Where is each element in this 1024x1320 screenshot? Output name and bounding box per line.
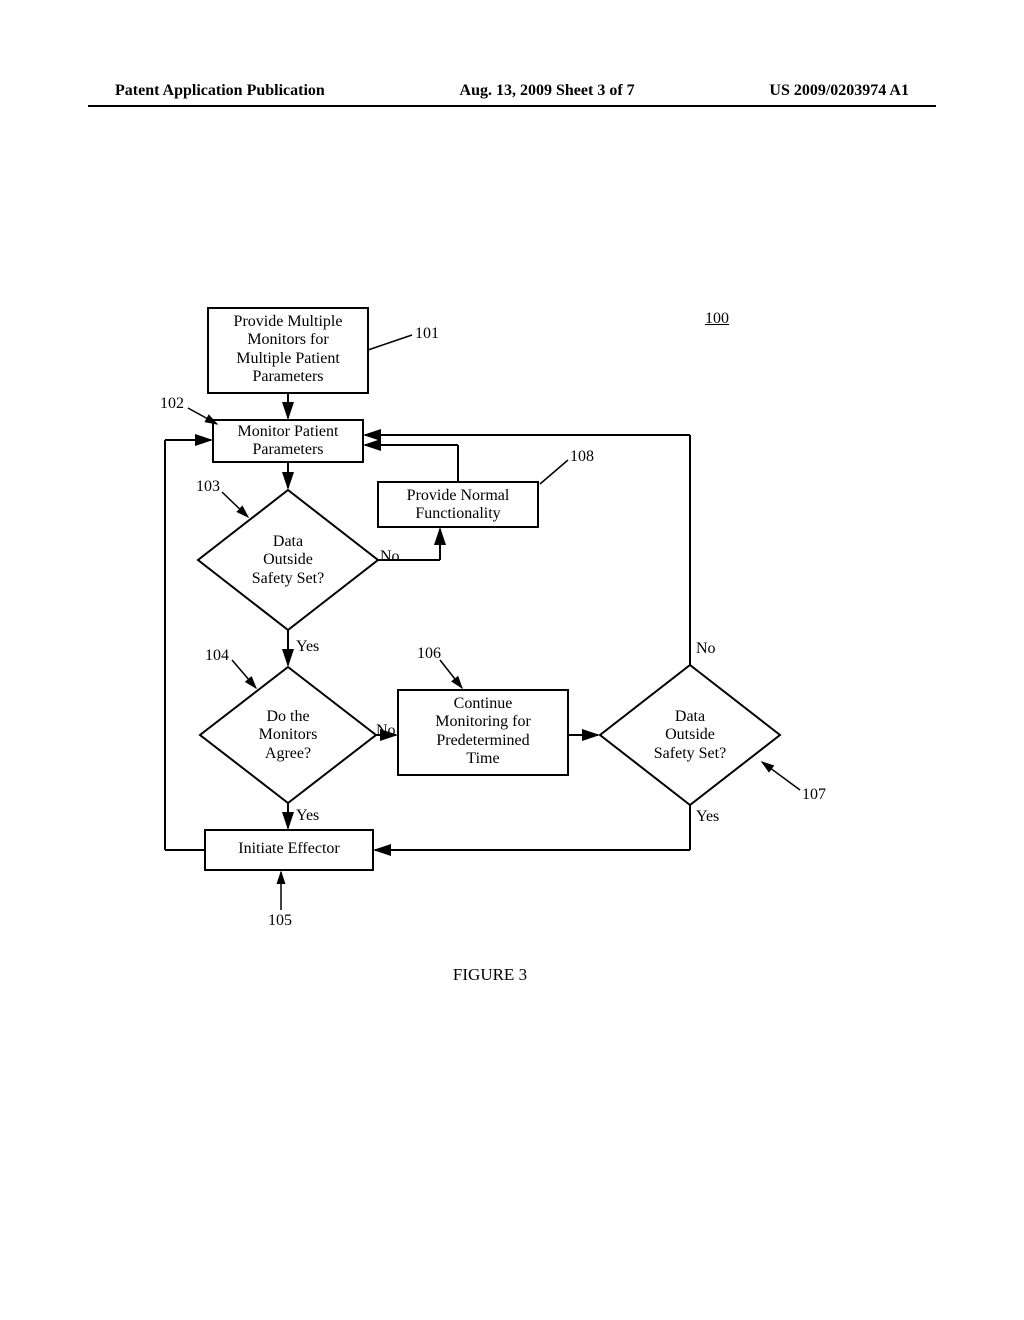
edge-label-107-yes: Yes (696, 808, 719, 826)
diagram-ref: 100 (705, 310, 729, 328)
edge-label-104-no: No (376, 722, 396, 740)
ref-103: 103 (196, 478, 220, 496)
edge-label-103-no: No (380, 548, 400, 566)
node-101-label: Provide Multiple Monitors for Multiple P… (208, 313, 368, 387)
ref-107-leader (762, 762, 800, 790)
edge-label-103-yes: Yes (296, 638, 319, 656)
edge-label-107-no: No (696, 640, 716, 658)
node-107-label: Data Outside Safety Set? (630, 708, 750, 763)
ref-104-leader (232, 660, 256, 688)
flowchart-canvas (0, 0, 1024, 1320)
node-106-label: Continue Monitoring for Predetermined Ti… (398, 695, 568, 769)
ref-105: 105 (268, 912, 292, 930)
node-105-label: Initiate Effector (205, 840, 373, 858)
ref-106: 106 (417, 645, 441, 663)
ref-102: 102 (160, 395, 184, 413)
ref-108: 108 (570, 448, 594, 466)
node-102-label: Monitor Patient Parameters (213, 423, 363, 460)
ref-107: 107 (802, 786, 826, 804)
ref-104: 104 (205, 647, 229, 665)
edge-label-104-yes: Yes (296, 807, 319, 825)
ref-102-leader (188, 408, 217, 424)
ref-101-leader (368, 335, 412, 350)
ref-103-leader (222, 492, 248, 517)
ref-101: 101 (415, 325, 439, 343)
node-103-label: Data Outside Safety Set? (228, 533, 348, 588)
ref-108-leader (540, 460, 568, 484)
node-108-label: Provide Normal Functionality (378, 487, 538, 524)
node-104-label: Do the Monitors Agree? (228, 708, 348, 763)
ref-106-leader (440, 660, 462, 688)
figure-label: FIGURE 3 (430, 965, 550, 985)
